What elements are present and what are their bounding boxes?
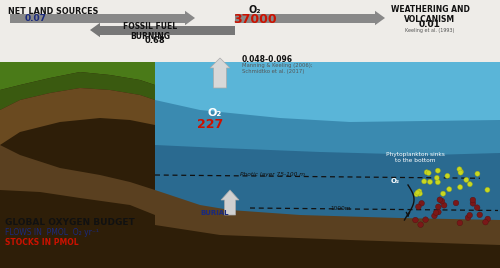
Polygon shape: [0, 88, 155, 145]
FancyArrow shape: [221, 190, 239, 215]
Text: Schmidtko et al. (2017): Schmidtko et al. (2017): [242, 69, 304, 74]
Polygon shape: [375, 11, 385, 25]
Circle shape: [445, 173, 450, 178]
Polygon shape: [0, 60, 155, 90]
Circle shape: [417, 189, 422, 194]
Circle shape: [418, 222, 424, 228]
Circle shape: [458, 185, 462, 190]
Circle shape: [458, 170, 463, 175]
Text: NET LAND SOURCES: NET LAND SOURCES: [8, 7, 98, 16]
Text: 0.07: 0.07: [25, 14, 47, 23]
Circle shape: [457, 220, 462, 226]
Circle shape: [468, 182, 472, 187]
Circle shape: [428, 179, 432, 184]
Text: Phytoplankton sinks
to the bottom: Phytoplankton sinks to the bottom: [386, 152, 444, 163]
Circle shape: [434, 210, 439, 215]
Circle shape: [416, 204, 421, 210]
Circle shape: [437, 197, 442, 203]
Text: O₂: O₂: [249, 5, 261, 15]
Text: 37000: 37000: [233, 13, 277, 26]
Circle shape: [477, 212, 482, 218]
Circle shape: [415, 190, 420, 195]
Polygon shape: [0, 145, 155, 268]
Text: O₂: O₂: [390, 178, 400, 184]
Circle shape: [412, 217, 418, 223]
Circle shape: [423, 217, 428, 222]
Text: FOSSIL FUEL
BURNING: FOSSIL FUEL BURNING: [123, 22, 177, 41]
Polygon shape: [0, 72, 155, 110]
Polygon shape: [0, 175, 155, 268]
Circle shape: [424, 170, 429, 175]
Text: 0.68: 0.68: [144, 36, 166, 45]
Polygon shape: [155, 100, 500, 268]
Text: BURIAL: BURIAL: [200, 210, 228, 216]
Text: STOCKS IN PMOL: STOCKS IN PMOL: [5, 238, 78, 247]
Circle shape: [467, 213, 472, 218]
Circle shape: [414, 192, 419, 197]
Text: Manning & Keeling (2006);: Manning & Keeling (2006);: [242, 63, 312, 68]
Circle shape: [426, 170, 431, 176]
Circle shape: [436, 209, 441, 215]
Text: 0.048-0.096: 0.048-0.096: [242, 55, 293, 64]
Circle shape: [436, 180, 440, 185]
Circle shape: [458, 169, 464, 174]
Polygon shape: [155, 145, 500, 268]
Text: 227: 227: [197, 118, 223, 131]
Circle shape: [419, 200, 424, 206]
Circle shape: [436, 204, 441, 210]
Circle shape: [485, 187, 490, 192]
Circle shape: [442, 203, 447, 208]
Circle shape: [418, 191, 422, 196]
Polygon shape: [0, 0, 500, 62]
Circle shape: [485, 216, 490, 222]
Circle shape: [470, 200, 476, 206]
Polygon shape: [155, 60, 500, 268]
Circle shape: [474, 205, 480, 210]
Text: Photic layer 75-100 m: Photic layer 75-100 m: [240, 172, 305, 177]
Circle shape: [464, 177, 469, 183]
Circle shape: [475, 171, 480, 176]
Polygon shape: [90, 23, 100, 37]
Circle shape: [470, 197, 476, 203]
Circle shape: [439, 198, 444, 204]
Circle shape: [434, 175, 440, 180]
Text: WEATHERING AND
VOLCANISM: WEATHERING AND VOLCANISM: [390, 5, 469, 24]
Circle shape: [436, 168, 440, 173]
FancyArrow shape: [210, 58, 230, 88]
Polygon shape: [235, 13, 375, 23]
Polygon shape: [155, 60, 500, 268]
Circle shape: [453, 200, 459, 206]
Polygon shape: [0, 0, 500, 80]
Text: GLOBAL OXYGEN BUDGET: GLOBAL OXYGEN BUDGET: [5, 218, 135, 227]
Circle shape: [432, 213, 437, 219]
Circle shape: [457, 167, 462, 172]
Circle shape: [482, 219, 488, 225]
Circle shape: [422, 179, 426, 184]
Text: 1000m: 1000m: [330, 206, 350, 211]
Polygon shape: [100, 25, 235, 35]
Circle shape: [446, 187, 452, 192]
Text: FLOWS IN  PMOL  O₂ yr⁻¹: FLOWS IN PMOL O₂ yr⁻¹: [5, 228, 99, 237]
Polygon shape: [185, 11, 195, 25]
Circle shape: [440, 191, 446, 196]
Text: Keeling et al. (1993): Keeling et al. (1993): [406, 28, 454, 33]
Text: 0.01: 0.01: [419, 20, 441, 29]
Circle shape: [465, 215, 471, 221]
Polygon shape: [10, 13, 185, 23]
Text: O₂: O₂: [208, 108, 222, 118]
